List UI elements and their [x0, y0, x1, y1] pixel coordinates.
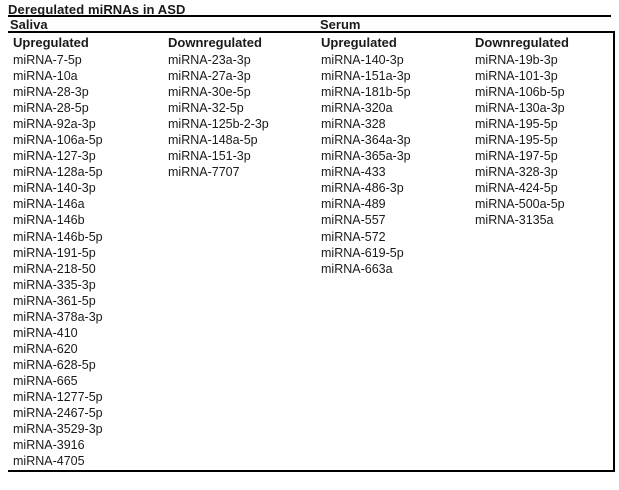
mirna-item: miRNA-146b	[13, 213, 85, 228]
mirna-item: miRNA-27a-3p	[168, 69, 251, 84]
mirna-item: miRNA-3529-3p	[13, 422, 103, 437]
mirna-item: miRNA-125b-2-3p	[168, 117, 269, 132]
mirna-item: miRNA-328	[321, 117, 386, 132]
mirna-item: miRNA-557	[321, 213, 386, 228]
mirna-item: miRNA-361-5p	[13, 293, 96, 308]
section-header-saliva: Saliva	[10, 17, 48, 32]
mirna-item: miRNA-4705	[13, 454, 85, 469]
column-header-serum-upregulated: Upregulated	[321, 35, 397, 50]
mirna-item: miRNA-7707	[168, 165, 240, 180]
mirna-item: miRNA-101-3p	[475, 69, 558, 84]
mirna-item: miRNA-433	[321, 165, 386, 180]
mirna-item: miRNA-10a	[13, 69, 78, 84]
column-serum-upregulated: Upregulated miRNA-140-3p miRNA-151a-3p miR…	[321, 34, 411, 277]
mirna-item: miRNA-23a-3p	[168, 53, 251, 67]
mirna-item: miRNA-130a-3p	[475, 101, 565, 116]
mirna-list-saliva-upregulated: miRNA-7-5p miRNA-10a miRNA-28-3p miRNA-28-5…	[13, 52, 103, 469]
mirna-item: miRNA-140-3p	[321, 53, 404, 67]
mirna-item: miRNA-195-5p	[475, 117, 558, 132]
mirna-item: miRNA-328-3p	[475, 165, 558, 180]
mirna-item: miRNA-106a-5p	[13, 133, 103, 148]
mirna-item: miRNA-28-5p	[13, 101, 89, 116]
mirna-item: miRNA-424-5p	[475, 181, 558, 196]
mirna-item: miRNA-619-5p	[321, 245, 404, 260]
mirna-item: miRNA-19b-3p	[475, 53, 558, 67]
mirna-item: miRNA-128a-5p	[13, 165, 103, 180]
rule-under-section-headers	[8, 31, 615, 33]
mirna-item: miRNA-151-3p	[168, 149, 251, 164]
mirna-item: miRNA-572	[321, 229, 386, 244]
mirna-item: miRNA-665	[13, 373, 78, 388]
mirna-item: miRNA-364a-3p	[321, 133, 411, 148]
mirna-item: miRNA-148a-5p	[168, 133, 258, 148]
mirna-list-serum-upregulated: miRNA-140-3p miRNA-151a-3p miRNA-181b-5p mi…	[321, 52, 411, 277]
mirna-list-serum-downregulated: miRNA-19b-3p miRNA-101-3p miRNA-106b-5p miR…	[475, 52, 569, 229]
mirna-item: miRNA-151a-3p	[321, 69, 411, 84]
mirna-item: miRNA-146a	[13, 197, 85, 212]
mirna-item: miRNA-197-5p	[475, 149, 558, 164]
mirna-item: miRNA-620	[13, 341, 78, 356]
column-serum-downregulated: Downregulated miRNA-19b-3p miRNA-101-3p mi…	[475, 34, 569, 229]
mirna-list-saliva-downregulated: miRNA-23a-3p miRNA-27a-3p miRNA-30e-5p miRN…	[168, 52, 269, 180]
mirna-item: miRNA-127-3p	[13, 149, 96, 164]
mirna-item: miRNA-489	[321, 197, 386, 212]
mirna-item: miRNA-410	[13, 325, 78, 340]
table-bottom-border	[8, 470, 615, 472]
mirna-item: miRNA-32-5p	[168, 101, 244, 116]
table-right-border	[613, 31, 615, 472]
mirna-item: miRNA-320a	[321, 101, 393, 116]
mirna-item: miRNA-628-5p	[13, 357, 96, 372]
mirna-item: miRNA-500a-5p	[475, 197, 565, 212]
mirna-item: miRNA-378a-3p	[13, 309, 103, 324]
column-saliva-upregulated: Upregulated miRNA-7-5p miRNA-10a miRNA-28-…	[13, 34, 103, 469]
section-header-serum: Serum	[320, 17, 361, 32]
mirna-item: miRNA-335-3p	[13, 277, 96, 292]
mirna-item: miRNA-365a-3p	[321, 149, 411, 164]
mirna-item: miRNA-486-3p	[321, 181, 404, 196]
mirna-item: miRNA-28-3p	[13, 85, 89, 100]
mirna-item: miRNA-92a-3p	[13, 117, 96, 132]
mirna-item: miRNA-7-5p	[13, 53, 82, 67]
mirna-item: miRNA-106b-5p	[475, 85, 565, 100]
mirna-item: miRNA-2467-5p	[13, 406, 103, 421]
mirna-item: miRNA-218-50	[13, 261, 96, 276]
column-saliva-downregulated: Downregulated miRNA-23a-3p miRNA-27a-3p mi…	[168, 34, 269, 180]
mirna-item: miRNA-663a	[321, 261, 393, 276]
mirna-item: miRNA-181b-5p	[321, 85, 411, 100]
mirna-item: miRNA-3135a	[475, 213, 554, 228]
mirna-item: miRNA-195-5p	[475, 133, 558, 148]
rule-under-title	[8, 15, 611, 17]
mirna-item: miRNA-3916	[13, 438, 85, 453]
column-header-saliva-upregulated: Upregulated	[13, 35, 89, 50]
column-header-serum-downregulated: Downregulated	[475, 35, 569, 50]
mirna-item: miRNA-140-3p	[13, 181, 96, 196]
mirna-item: miRNA-1277-5p	[13, 389, 103, 404]
mirna-item: miRNA-191-5p	[13, 245, 96, 260]
column-header-saliva-downregulated: Downregulated	[168, 35, 262, 50]
mirna-item: miRNA-30e-5p	[168, 85, 251, 100]
table-title: Deregulated miRNAs in ASD	[8, 2, 186, 17]
mirna-item: miRNA-146b-5p	[13, 229, 103, 244]
